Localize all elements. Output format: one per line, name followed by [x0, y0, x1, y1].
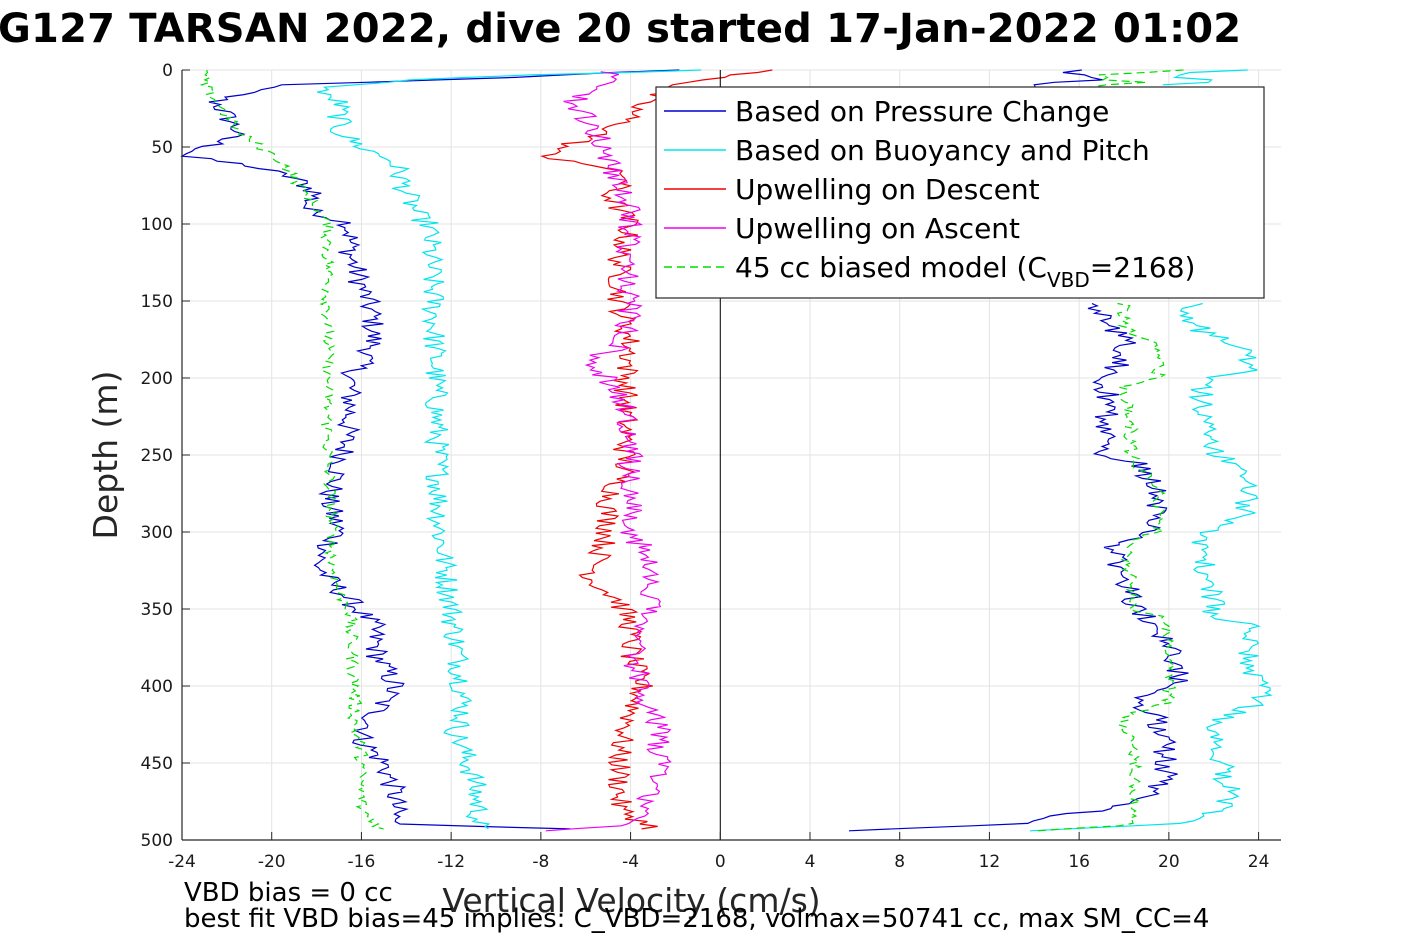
- y-tick-label-5: 250: [141, 446, 173, 466]
- x-tick-label-2: -16: [348, 852, 376, 872]
- footer-best-fit: best fit VBD bias=45 implies: C_VBD=2168…: [184, 904, 1210, 934]
- y-tick-label-7: 350: [141, 600, 173, 620]
- x-tick-label-0: -24: [168, 852, 196, 872]
- legend-label-2: Upwelling on Descent: [735, 173, 1040, 206]
- legend-label-0: Based on Pressure Change: [735, 95, 1109, 128]
- legend-label-4: 45 cc biased model (CVBD=2168): [735, 251, 1195, 292]
- y-tick-label-4: 200: [141, 369, 173, 389]
- series-1-surface-line: [1162, 69, 1248, 86]
- x-tick-label-7: 4: [805, 852, 816, 872]
- x-tick-label-6: 0: [715, 852, 726, 872]
- legend-box: Based on Pressure Change Based on Buoyanc…: [655, 86, 1265, 299]
- y-tick-label-0: 0: [162, 61, 173, 81]
- series-0-descent-line: [180, 69, 680, 830]
- y-tick-label-10: 500: [141, 831, 173, 851]
- series-layer: [180, 69, 1273, 832]
- x-tick-labels: -24 -20 -16 -12 -8 -4 0 4 8 12 16 20 24: [168, 852, 1269, 872]
- series-1-descent-line: [317, 69, 702, 830]
- x-tick-label-8: 8: [894, 852, 905, 872]
- series-3-ascent-line: [545, 71, 672, 832]
- x-tick-label-5: -4: [622, 852, 639, 872]
- x-tick-label-12: 24: [1248, 852, 1270, 872]
- x-tick-label-3: -12: [437, 852, 465, 872]
- series-4-surface-line: [1091, 69, 1184, 88]
- x-tick-label-10: 16: [1068, 852, 1090, 872]
- series-0-ascent-line: [848, 302, 1189, 832]
- y-tick-label-6: 300: [141, 523, 173, 543]
- x-tick-label-1: -20: [258, 852, 286, 872]
- y-tick-label-3: 150: [141, 292, 173, 312]
- y-tick-label-1: 50: [151, 138, 173, 158]
- x-axis-label: Vertical Velocity (cm/s): [442, 881, 820, 920]
- y-tick-label-8: 400: [141, 677, 173, 697]
- y-tick-label-2: 100: [141, 215, 173, 235]
- y-tick-labels: 0 50 100 150 200 250 300 350 400 450 500: [141, 61, 173, 851]
- series-1: [317, 69, 1273, 832]
- x-tick-label-4: -8: [532, 852, 549, 872]
- series-4: [199, 69, 1184, 832]
- legend-label-1: Based on Buoyancy and Pitch: [735, 134, 1150, 167]
- series-1-ascent-line: [1029, 302, 1273, 832]
- footer-vbd-bias: VBD bias = 0 cc: [184, 878, 393, 908]
- series-4-descent-line: [199, 69, 384, 830]
- legend-label-3: Upwelling on Ascent: [735, 212, 1020, 245]
- chart-title: G127 TARSAN 2022, dive 20 started 17-Jan…: [0, 6, 1242, 52]
- x-tick-label-11: 20: [1158, 852, 1180, 872]
- legend-frame: [655, 86, 1265, 299]
- series-3: [545, 71, 672, 832]
- x-tick-label-9: 12: [979, 852, 1001, 872]
- y-tick-label-9: 450: [141, 754, 173, 774]
- y-axis-label: Depth (m): [86, 371, 125, 540]
